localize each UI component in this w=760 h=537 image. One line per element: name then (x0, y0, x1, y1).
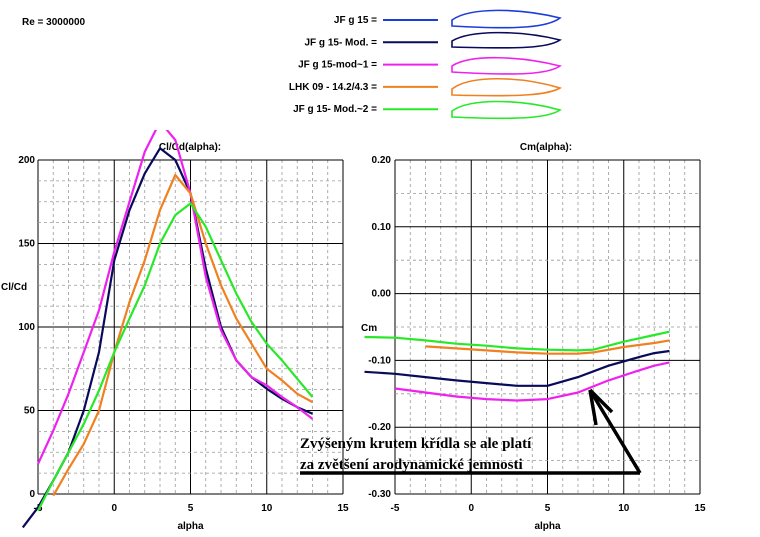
series-line (364, 349, 670, 387)
airfoil-profile-icon (451, 56, 562, 75)
annotation: Zvýšeným krutem křídla se ale platí za z… (300, 388, 642, 475)
cm-chart: -5 0 5 10 15 -0.30 -0.20 -0.10 0.00 0.10 0.20 Cm(al… (361, 142, 706, 532)
airfoil-profile-icon (451, 9, 562, 29)
series-group (364, 330, 670, 402)
series-line (37, 202, 314, 512)
y-axis-label: Cm (361, 323, 377, 334)
y-tick-label: 150 (18, 239, 35, 250)
annotation-line-1: Zvýšeným krutem křídla se ale platí (300, 436, 532, 452)
chart-title: Cl/Cd(alpha): (159, 142, 221, 153)
series-line (394, 361, 670, 402)
y-tick-label: 200 (18, 155, 35, 166)
airfoil-profile-icon (451, 100, 562, 120)
y-tick-label: 50 (24, 406, 36, 417)
annotation-arrow-shaft (588, 389, 642, 474)
x-tick-label: 15 (337, 503, 349, 514)
series-line (36, 130, 314, 465)
series-line (21, 147, 313, 529)
y-tick-label: -0.30 (368, 489, 391, 500)
x-tick-label: 0 (468, 503, 474, 514)
x-tick-label: -5 (391, 503, 400, 514)
series-line (364, 330, 670, 352)
x-tick-label: 5 (545, 503, 551, 514)
y-tick-label: -0.10 (368, 355, 391, 366)
y-tick-label: 0.00 (372, 289, 392, 300)
legend: JF g 15 = JF g 15- Mod. = JF g 15-mod~1 = L… (289, 9, 562, 120)
annotation-line-2: za zvětšení arodynamické jemnosti (300, 457, 523, 473)
x-axis-label: alpha (534, 521, 561, 532)
annotation-arrow-head (588, 388, 614, 426)
x-tick-label: 10 (261, 503, 273, 514)
y-tick-label: 100 (18, 322, 35, 333)
legend-label: JF g 15- Mod. = (304, 37, 377, 48)
airfoil-profile-icon (451, 31, 562, 49)
x-tick-label: 5 (188, 503, 194, 514)
legend-label: JF g 15- Mod.~2 = (293, 104, 377, 115)
y-tick-label: 0 (29, 489, 35, 500)
y-tick-label: 0.20 (372, 155, 392, 166)
airfoil-profile-icon (451, 78, 562, 97)
y-tick-label: 0.10 (372, 222, 392, 233)
x-axis-label: alpha (177, 521, 204, 532)
x-tick-label: 15 (694, 503, 706, 514)
series-line (425, 339, 670, 355)
x-tick-label: 10 (618, 503, 630, 514)
legend-label: JF g 15 = (334, 15, 377, 26)
series-group (21, 130, 314, 529)
legend-label: JF g 15-mod~1 = (298, 60, 377, 71)
y-axis-label: Cl/Cd (1, 282, 27, 293)
chart-title: Cm(alpha): (520, 142, 572, 153)
series-line (52, 173, 314, 497)
y-tick-label: -0.20 (368, 422, 391, 433)
cl-cd-chart: -5 0 5 10 15050100150200Cl/Cd(alpha):alphaCl… (1, 130, 349, 532)
reynolds-number: Re = 3000000 (22, 17, 86, 28)
x-tick-label: 0 (111, 503, 117, 514)
legend-label: LHK 09 - 14.2/4.3 = (289, 82, 377, 93)
